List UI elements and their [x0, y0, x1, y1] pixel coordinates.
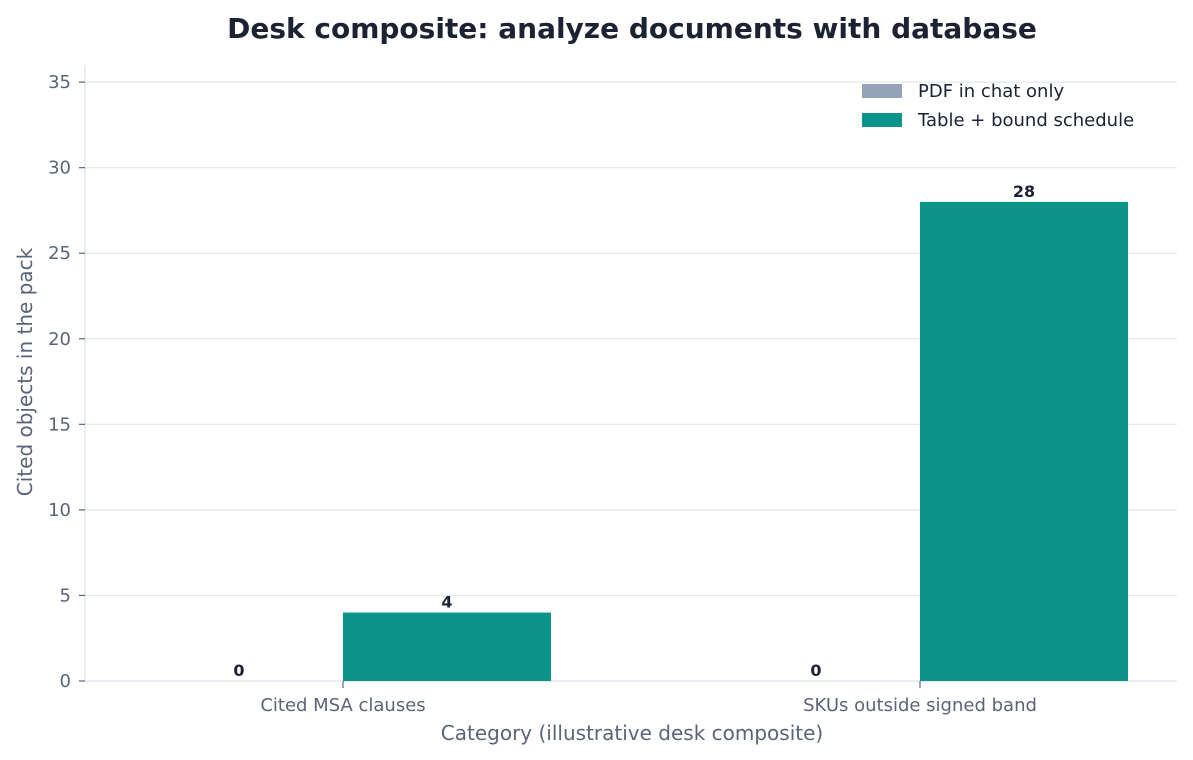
y-tick-label: 0	[60, 671, 71, 692]
y-tick-label: 10	[48, 500, 71, 521]
y-tick-label: 35	[48, 72, 71, 93]
y-tick-label: 5	[60, 585, 71, 606]
legend-label: Table + bound schedule	[917, 110, 1134, 131]
legend-swatch	[862, 84, 902, 98]
bar	[343, 612, 551, 681]
bars: 0 4 0 28	[233, 182, 1128, 681]
y-axis-ticks: 0 5 10 15 20 25 30 35	[48, 72, 85, 692]
y-tick-label: 20	[48, 329, 71, 350]
legend-swatch	[862, 113, 902, 127]
x-tick-label: SKUs outside signed band	[803, 695, 1037, 716]
bar-value-label: 0	[810, 661, 821, 680]
x-tick-label: Cited MSA clauses	[260, 695, 425, 716]
bar-value-label: 28	[1013, 182, 1035, 201]
bar-value-label: 4	[441, 593, 452, 612]
legend: PDF in chat only Table + bound schedule	[862, 81, 1134, 131]
bar	[920, 201, 1128, 681]
bar-value-label: 0	[233, 661, 244, 680]
legend-label: PDF in chat only	[918, 81, 1064, 102]
chart-title: Desk composite: analyze documents with d…	[227, 12, 1037, 45]
y-tick-label: 15	[48, 414, 71, 435]
x-axis-ticks: Cited MSA clauses SKUs outside signed ban…	[260, 681, 1037, 716]
gridlines	[85, 81, 1177, 597]
x-axis-label: Category (illustrative desk composite)	[441, 721, 823, 745]
y-axis-label: Cited objects in the pack	[13, 247, 37, 496]
y-tick-label: 30	[48, 158, 71, 179]
y-tick-label: 25	[48, 243, 71, 264]
